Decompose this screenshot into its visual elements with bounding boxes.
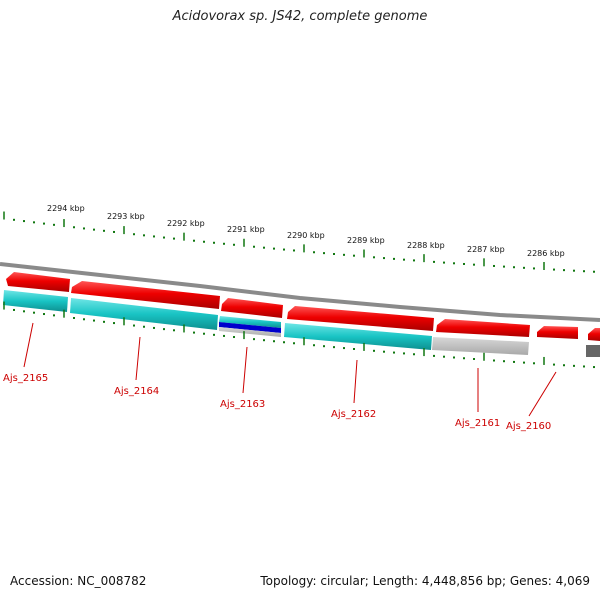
gene-arrow[interactable] — [588, 328, 600, 341]
leader-line — [135, 336, 141, 381]
kbp-label: 2287 kbp — [467, 245, 505, 254]
gene-arrow[interactable] — [71, 281, 220, 309]
cds-bar-dark-gray[interactable] — [586, 345, 600, 357]
leader-line — [528, 371, 557, 417]
leader-line — [353, 359, 358, 404]
gene-track — [6, 272, 600, 341]
gene-arrow[interactable] — [537, 326, 578, 339]
kbp-label: 2294 kbp — [47, 204, 85, 213]
kbp-label: 2293 kbp — [107, 212, 145, 221]
kbp-label: 2289 kbp — [347, 236, 385, 245]
leader-line — [242, 346, 248, 394]
genome-backbone — [0, 262, 600, 322]
gene-label[interactable]: Ajs_2160 — [506, 421, 551, 432]
cds-bar[interactable] — [70, 298, 218, 330]
scale-ticks-top — [3, 211, 595, 273]
cds-bar-gray[interactable] — [219, 327, 281, 337]
kbp-label: 2291 kbp — [227, 225, 265, 234]
gene-arrow[interactable] — [436, 319, 530, 337]
kbp-label: 2290 kbp — [287, 231, 325, 240]
kbp-label: 2288 kbp — [407, 241, 445, 250]
gene-arrow[interactable] — [287, 306, 434, 331]
gene-label[interactable]: Ajs_2161 — [455, 418, 500, 429]
cds-bar[interactable] — [219, 316, 281, 328]
accession-text: Accession: NC_008782 — [10, 574, 147, 588]
cds-bar-gray[interactable] — [432, 337, 529, 355]
gene-label[interactable]: Ajs_2163 — [220, 399, 265, 410]
cds-bar[interactable] — [3, 290, 68, 312]
leader-line — [23, 322, 34, 368]
scale-ticks-bottom — [3, 301, 595, 369]
genome-summary-text: Topology: circular; Length: 4,448,856 bp… — [260, 574, 590, 588]
gene-arrow[interactable] — [221, 298, 283, 318]
kbp-label: 2286 kbp — [527, 249, 565, 258]
gene-label[interactable]: Ajs_2164 — [114, 386, 159, 397]
gene-arrow[interactable] — [6, 272, 70, 292]
cds-bar[interactable] — [284, 323, 432, 350]
label-leaders — [23, 322, 557, 417]
kbp-label: 2292 kbp — [167, 219, 205, 228]
map-title: Acidovorax sp. JS42, complete genome — [172, 9, 428, 24]
cds-track — [3, 290, 600, 357]
cds-bar-dark[interactable] — [219, 322, 281, 333]
gene-label[interactable]: Ajs_2165 — [3, 373, 48, 384]
gene-label[interactable]: Ajs_2162 — [331, 409, 376, 420]
